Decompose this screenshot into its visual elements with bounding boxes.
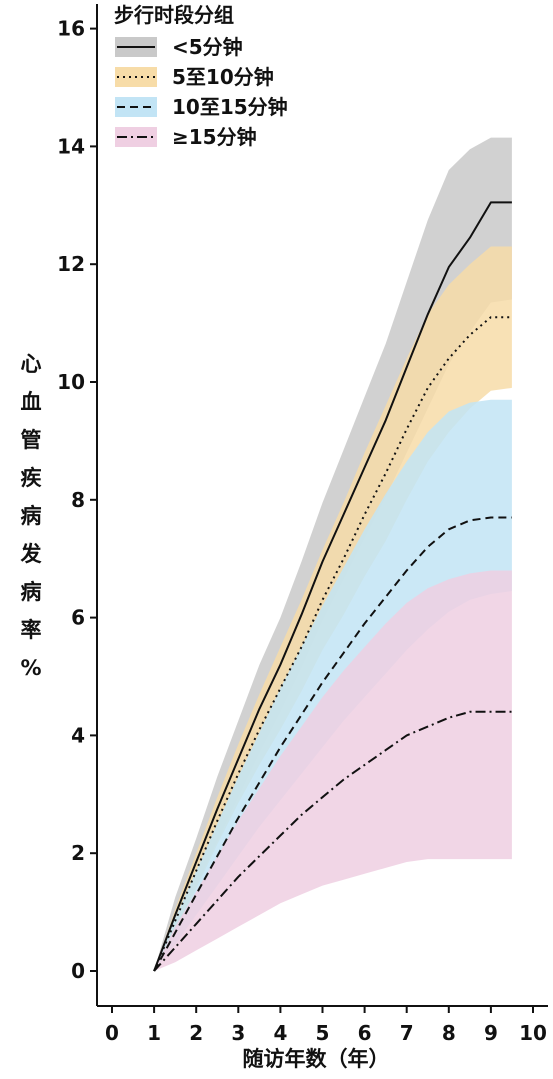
x-tick-label: 4 — [273, 1021, 287, 1045]
legend-label: 5至10分钟 — [172, 65, 274, 89]
legend-label: ≥15分钟 — [172, 125, 257, 149]
x-tick-label: 10 — [519, 1021, 547, 1045]
series-line-3 — [153, 516, 512, 972]
x-tick-label: 1 — [147, 1021, 161, 1045]
x-tick-label: 3 — [231, 1021, 245, 1045]
y-axis-title-char: 发 — [20, 542, 43, 566]
x-tick-label: 8 — [442, 1021, 456, 1045]
x-tick-label: 2 — [189, 1021, 203, 1045]
legend-label: <5分钟 — [172, 35, 243, 59]
y-axis-title-char: 管 — [21, 428, 42, 452]
y-axis-title-char: 率 — [21, 618, 42, 642]
series-lines — [153, 201, 512, 972]
x-axis-title: 随访年数（年） — [243, 1047, 390, 1071]
series-line-2 — [153, 316, 512, 972]
y-tick-label: 2 — [71, 841, 85, 865]
legend-label: 10至15分钟 — [172, 95, 288, 119]
x-tick-label: 7 — [400, 1021, 414, 1045]
y-tick-label: 8 — [71, 488, 85, 512]
confidence-bands — [154, 137, 512, 972]
y-tick-label: 4 — [71, 723, 85, 747]
y-tick-label: 10 — [57, 370, 85, 394]
y-axis-title-char: 病 — [21, 504, 42, 528]
x-tick-label: 5 — [316, 1021, 330, 1045]
legend-title: 步行时段分组 — [114, 3, 234, 27]
y-axis-title-char: 心 — [21, 352, 42, 376]
y-tick-label: 12 — [57, 252, 85, 276]
x-tick-label: 0 — [105, 1021, 119, 1045]
y-tick-label: 16 — [57, 17, 85, 41]
y-tick-label: 14 — [57, 134, 85, 158]
y-axis-title-char: % — [20, 656, 41, 680]
y-axis-title-char: 病 — [21, 580, 42, 604]
legend-swatch — [115, 127, 157, 147]
x-tick-label: 9 — [484, 1021, 498, 1045]
series-line-4 — [153, 710, 512, 972]
y-axis-title-char: 疾 — [21, 466, 42, 490]
y-tick-label: 0 — [71, 959, 85, 983]
y-axis-title-char: 血 — [21, 390, 42, 414]
y-tick-label: 6 — [71, 606, 85, 630]
legend: 步行时段分组 <5分钟 5至10分钟 10至15分钟 ≥15分钟 — [114, 3, 288, 149]
x-tick-label: 6 — [358, 1021, 372, 1045]
series-line-1 — [153, 201, 512, 972]
